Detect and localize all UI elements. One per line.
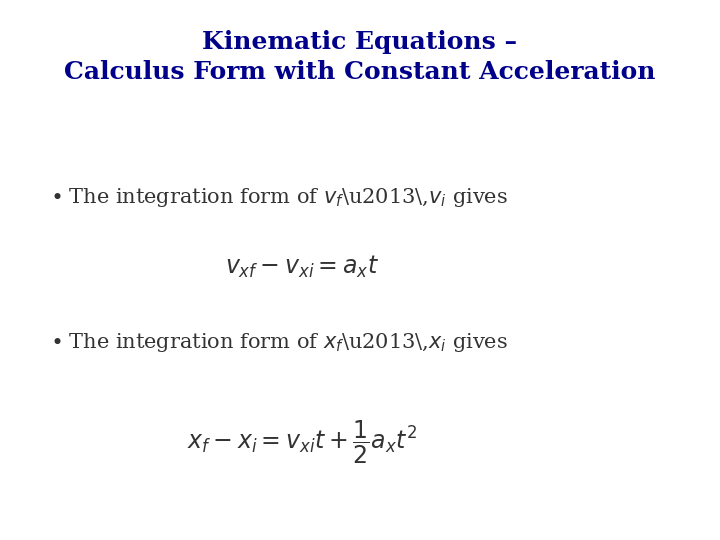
Text: $v_{xf} - v_{xi} = a_{x}t$: $v_{xf} - v_{xi} = a_{x}t$ — [225, 254, 379, 280]
Text: Kinematic Equations –
Calculus Form with Constant Acceleration: Kinematic Equations – Calculus Form with… — [64, 30, 656, 84]
Text: $\bullet\;$The integration form of $x_{f}$\u2013\,$x_{i}$ gives: $\bullet\;$The integration form of $x_{f… — [50, 332, 508, 354]
Text: $x_{f} - x_{i} = v_{xi}t + \dfrac{1}{2}a_{x}t^{2}$: $x_{f} - x_{i} = v_{xi}t + \dfrac{1}{2}a… — [187, 419, 418, 467]
Text: $\bullet\;$The integration form of $v_{f}$\u2013\,$v_{i}$ gives: $\bullet\;$The integration form of $v_{f… — [50, 186, 508, 208]
